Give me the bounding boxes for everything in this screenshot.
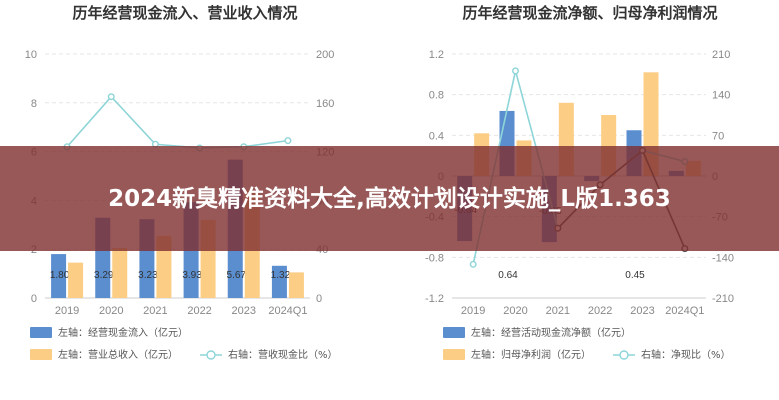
bar-data-label: 3.23 [138, 270, 158, 281]
legend-label: 左轴：营业总收入（亿元） [58, 348, 178, 361]
bar-secondary [68, 262, 84, 298]
y-left-tick: 0.4 [429, 130, 444, 142]
legend-label: 左轴：经营活动现金流净额（亿元） [471, 326, 631, 339]
series-point [469, 260, 477, 268]
y-right-tick: 200 [316, 49, 334, 61]
x-tick: 2023 [232, 305, 256, 317]
legend-label: 左轴：经营现金流入（亿元） [58, 326, 188, 339]
y-left-tick: 8 [31, 98, 37, 110]
bar-data-label: 5.67 [227, 270, 247, 281]
y-left-tick: -0.8 [425, 252, 444, 264]
bar-primary [271, 265, 287, 298]
y-right-tick: 70 [712, 130, 724, 142]
y-right-tick: -140 [712, 252, 734, 264]
x-tick: 2022 [588, 305, 612, 317]
y-left-tick: 10 [25, 49, 37, 61]
x-tick: 2021 [143, 305, 167, 317]
legend-swatch-point [619, 350, 629, 360]
legend-swatch [443, 349, 465, 360]
legend-swatch-point [206, 350, 216, 360]
bar-data-label: 1.80 [50, 270, 70, 281]
legend-label: 右轴：营收现金比（%） [228, 348, 338, 361]
series-point [107, 93, 115, 101]
series-line [66, 95, 289, 149]
series-point [512, 67, 520, 75]
legend-label: 左轴：归母净利润（亿元） [471, 348, 591, 361]
bar-primary [51, 254, 67, 298]
bar-data-label: 1.32 [271, 270, 291, 281]
y-right-tick: 210 [712, 49, 730, 61]
y-right-tick: -210 [712, 293, 734, 305]
title-banner: 2024新臭精准资料大全,高效计划设计实施_L版1.363 [0, 146, 779, 251]
y-right-tick: 140 [712, 90, 730, 102]
x-tick: 2019 [461, 305, 485, 317]
x-tick: 2019 [55, 305, 79, 317]
bar-data-label: 3.93 [182, 270, 202, 281]
bar-secondary [112, 247, 128, 298]
legend-swatch [443, 327, 465, 338]
chart-title: 历年经营现金流入、营业收入情况 [72, 4, 297, 22]
bar-secondary [288, 272, 304, 298]
x-tick: 2024Q1 [665, 305, 704, 317]
bar-data-label: 0.45 [625, 270, 645, 281]
y-left-tick: 1.2 [429, 49, 444, 61]
x-tick: 2024Q1 [268, 305, 307, 317]
y-right-tick: 160 [316, 98, 334, 110]
y-left-tick: 0 [31, 293, 37, 305]
legend-label: 右轴：净现比（%） [641, 348, 731, 361]
bar-data-label: 3.29 [94, 270, 114, 281]
bar-secondary [156, 235, 172, 298]
x-tick: 2022 [187, 305, 211, 317]
y-right-tick: 0 [316, 293, 322, 305]
legend-swatch [30, 327, 52, 338]
x-tick: 2020 [503, 305, 527, 317]
x-tick: 2020 [99, 305, 123, 317]
series-point [284, 137, 292, 145]
y-left-tick: -1.2 [425, 293, 444, 305]
x-tick: 2023 [630, 305, 654, 317]
chart-title: 历年经营现金流净额、归母净利润情况 [462, 4, 717, 22]
y-left-tick: 0.8 [429, 90, 444, 102]
bar-data-label: 0.64 [498, 270, 518, 281]
x-tick: 2021 [546, 305, 570, 317]
banner-title: 2024新臭精准资料大全,高效计划设计实施_L版1.363 [108, 185, 671, 212]
legend-swatch [30, 349, 52, 360]
